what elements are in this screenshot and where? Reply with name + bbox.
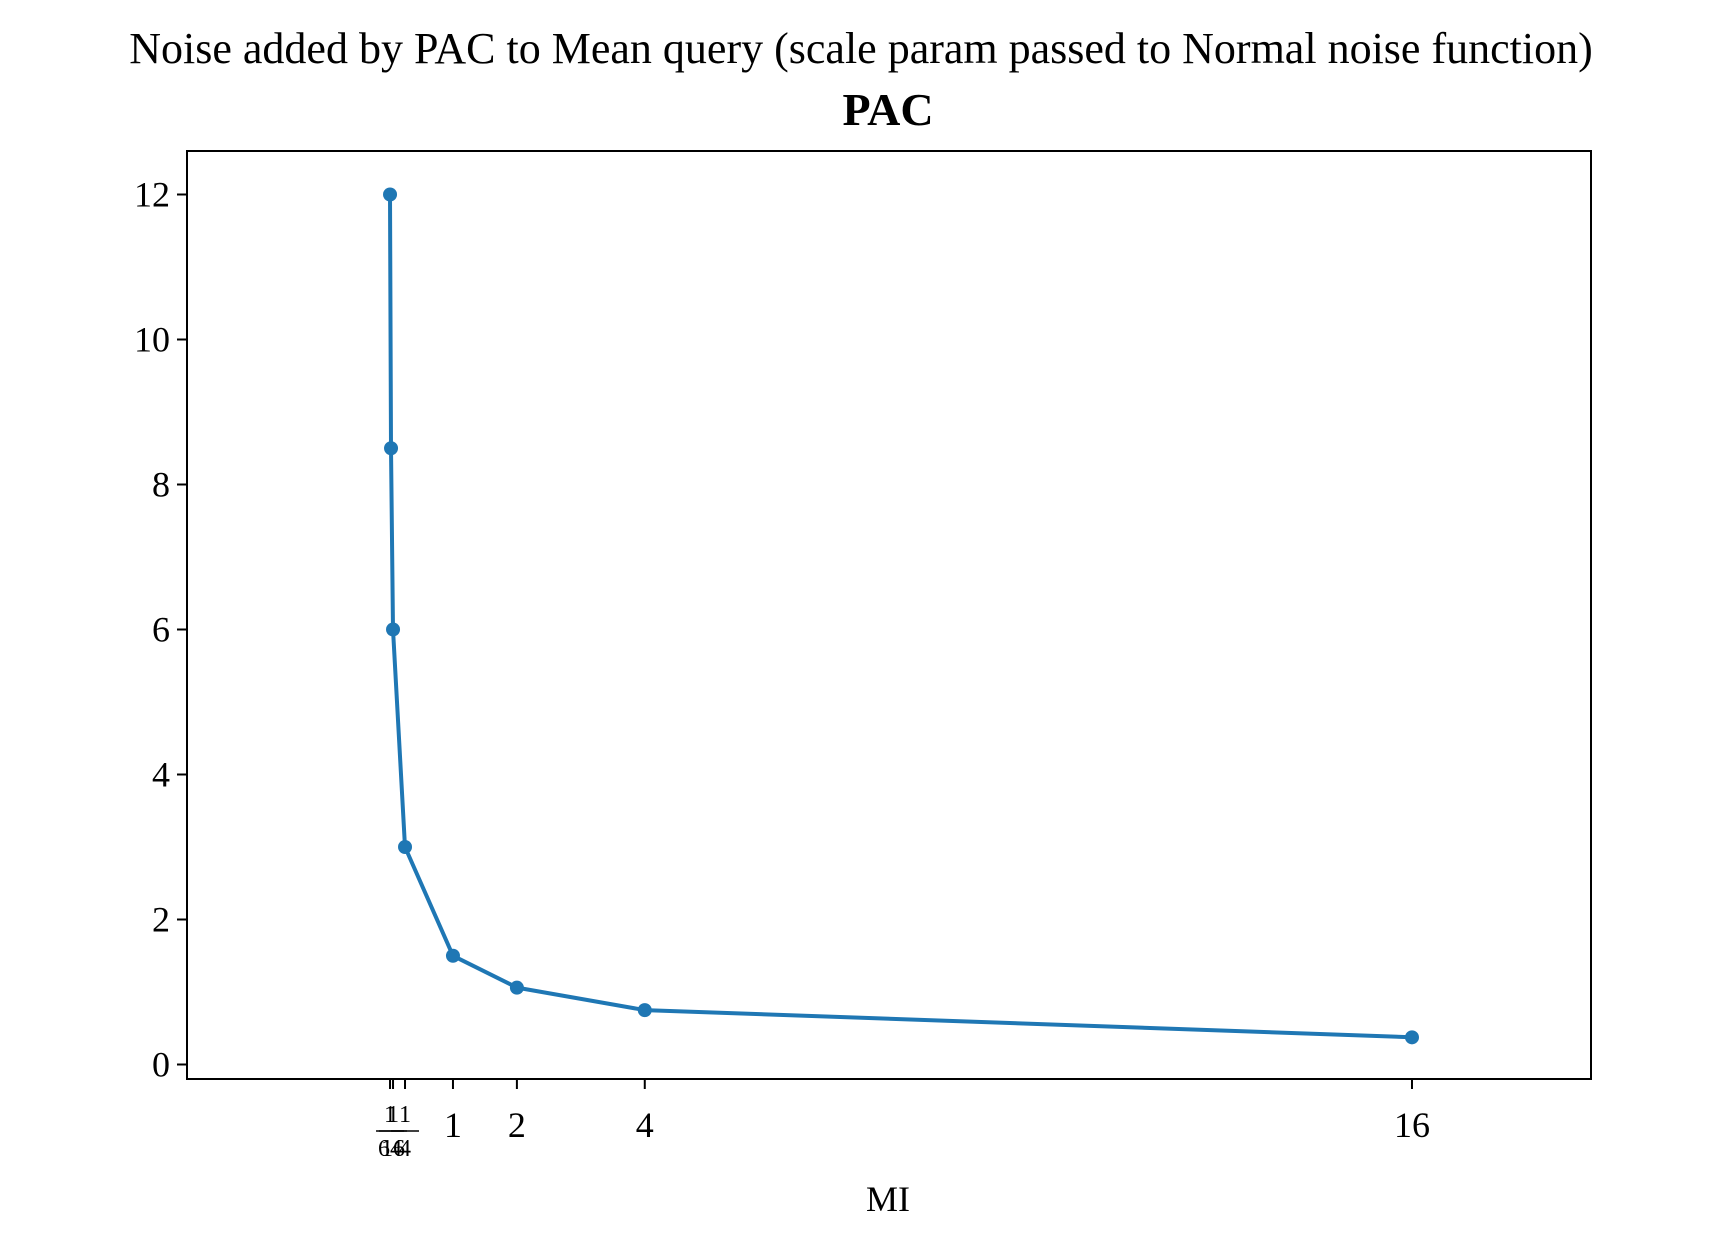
y-axis: 0 2 4 6 8 10 12 — [134, 175, 187, 1085]
data-point — [384, 441, 399, 456]
data-point — [637, 1003, 652, 1018]
x-tick-label-denominator: 4 — [399, 1136, 411, 1162]
x-tick-label-denominator: 16 — [381, 1136, 405, 1162]
y-tick-label: 2 — [152, 900, 170, 940]
x-tick-label-numerator: 1 — [384, 1102, 396, 1128]
x-tick-label: 4 — [636, 1105, 654, 1145]
y-tick-label: 4 — [152, 755, 170, 795]
x-tick-label: 16 — [1394, 1105, 1430, 1145]
plot-area-frame — [186, 150, 1592, 1080]
x-tick-label: 2 — [508, 1105, 526, 1145]
series-line — [388, 192, 1414, 1040]
data-point — [445, 948, 460, 963]
x-axis-label: MI — [866, 1179, 910, 1219]
data-point — [1404, 1030, 1419, 1045]
y-tick-label: 12 — [134, 175, 170, 215]
data-point — [386, 622, 401, 637]
y-tick-label: 6 — [152, 610, 170, 650]
plot-series — [383, 187, 1419, 1045]
data-point — [398, 840, 413, 854]
x-tick-label-numerator: 1 — [387, 1102, 399, 1128]
y-tick-label: 10 — [134, 320, 170, 360]
data-point — [383, 187, 398, 202]
chart-title: Noise added by PAC to Mean query (scale … — [129, 24, 1592, 73]
x-tick-label: 1 — [444, 1105, 462, 1145]
y-tick-label: 0 — [152, 1045, 170, 1085]
x-tick-label-numerator: 1 — [399, 1102, 411, 1128]
x-tick-label-denominator: 64 — [378, 1136, 402, 1162]
chart-subtitle: PAC — [842, 84, 933, 135]
y-tick-label: 8 — [152, 465, 170, 505]
data-point — [509, 980, 524, 995]
